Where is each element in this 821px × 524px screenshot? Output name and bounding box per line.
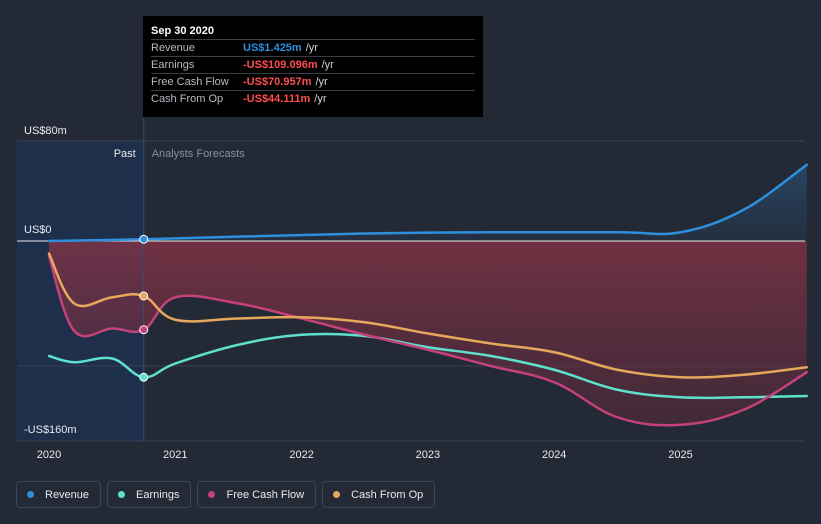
tooltip-unit: /yr — [314, 93, 327, 105]
legend-label: Revenue — [45, 488, 90, 501]
legend-item-earnings[interactable]: Earnings — [107, 481, 192, 508]
tooltip-label: Revenue — [151, 42, 196, 54]
marker-earnings — [139, 372, 149, 382]
tooltip-row-revenue: Revenue US$1.425m /yr — [151, 39, 475, 56]
tooltip-value: -US$109.096m — [243, 59, 318, 71]
tooltip-row-free-cash-flow: Free Cash Flow -US$70.957m /yr — [151, 73, 475, 90]
tooltip-date: Sep 30 2020 — [151, 25, 214, 37]
x-tick-label: 2022 — [289, 449, 313, 461]
y-tick-label: US$0 — [24, 224, 52, 236]
marker-cash-from-op — [139, 291, 149, 301]
x-tick-label: 2021 — [163, 449, 187, 461]
tooltip-unit: /yr — [315, 76, 328, 88]
past-label: Past — [114, 148, 136, 160]
tooltip-label: Earnings — [151, 59, 195, 71]
x-tick-label: 2023 — [416, 449, 440, 461]
marker-free-cash-flow — [139, 325, 149, 335]
positive-area — [49, 164, 807, 241]
chart-tooltip: Sep 30 2020 Revenue US$1.425m /yr Earnin… — [143, 16, 483, 117]
series-line-revenue — [47, 163, 809, 243]
tooltip-value: US$1.425m — [243, 42, 302, 54]
forecast-label: Analysts Forecasts — [152, 148, 245, 160]
legend-item-revenue[interactable]: Revenue — [16, 481, 102, 508]
tooltip-unit: /yr — [305, 42, 318, 54]
tooltip-unit: /yr — [321, 59, 334, 71]
x-tick-label: 2025 — [668, 449, 692, 461]
legend-dot-icon — [27, 491, 34, 498]
chart-area: US$80m US$0 -US$160m 2020 2021 2022 2023 2024 20… — [17, 17, 809, 461]
legend-label: Free Cash Flow — [226, 488, 305, 501]
x-tick-label: 2020 — [37, 449, 61, 461]
tooltip-label: Free Cash Flow — [151, 76, 229, 88]
tooltip-label: Cash From Op — [151, 93, 224, 105]
legend-label: Earnings — [136, 488, 180, 501]
x-tick-label: 2024 — [542, 449, 566, 461]
tooltip-value: -US$70.957m — [243, 76, 312, 88]
series-line-free-cash-flow — [47, 254, 809, 427]
marker-revenue — [139, 234, 149, 244]
legend-dot-icon — [208, 491, 216, 498]
legend-dot-icon — [118, 491, 126, 498]
y-tick-label: -US$160m — [24, 424, 77, 436]
chart-legend: Revenue Earnings Free Cash Flow Cash Fro… — [16, 481, 436, 508]
legend-item-free-cash-flow[interactable]: Free Cash Flow — [197, 481, 317, 508]
legend-label: Cash From Op — [351, 488, 424, 501]
tooltip-row-earnings: Earnings -US$109.096m /yr — [151, 56, 475, 73]
tooltip-row-cash-from-op: Cash From Op -US$44.111m /yr — [151, 90, 475, 107]
legend-item-cash-from-op[interactable]: Cash From Op — [322, 481, 436, 508]
tooltip-value: -US$44.111m — [243, 93, 311, 105]
legend-dot-icon — [333, 491, 341, 498]
series-line-cash-from-op — [47, 252, 809, 379]
y-tick-label: US$80m — [24, 125, 67, 137]
